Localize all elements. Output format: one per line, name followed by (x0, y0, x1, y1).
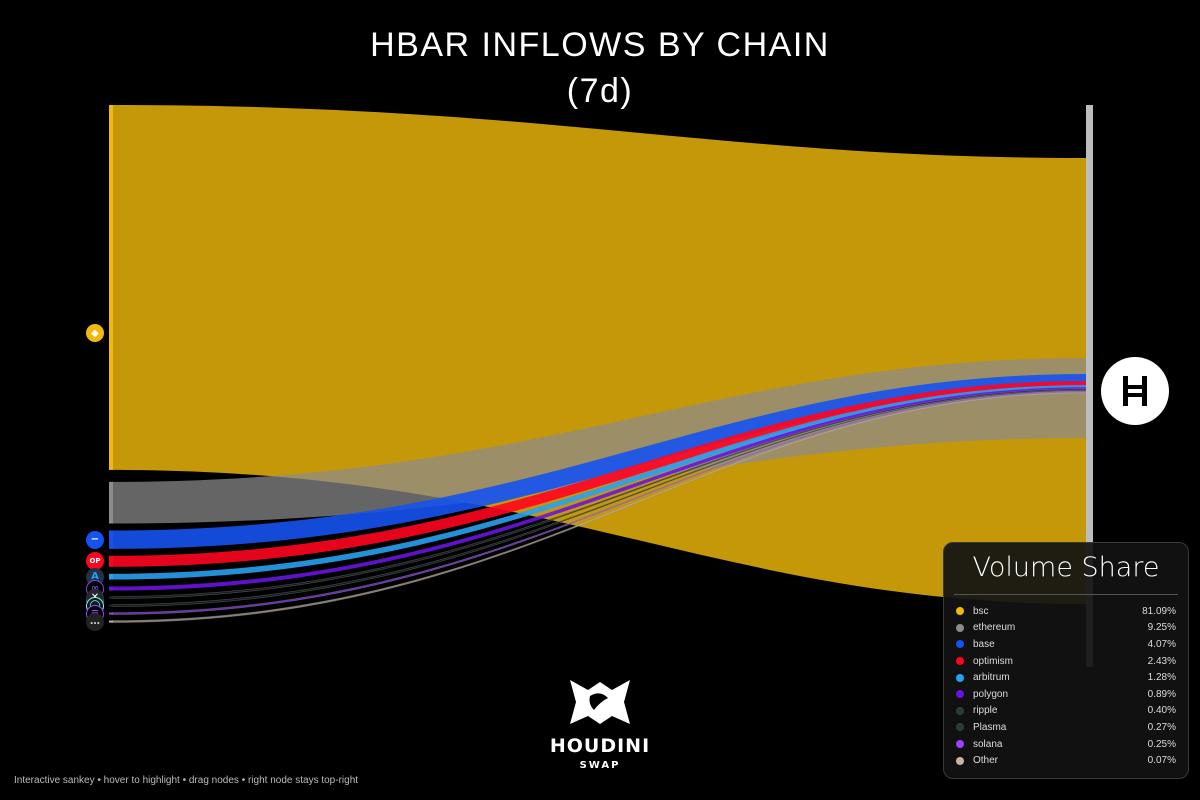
hbar-icon (1123, 376, 1147, 406)
volume-share-legend: Volume Share bsc 81.09% ethereum 9.25% base 4… (943, 542, 1189, 779)
legend-swatch (956, 706, 964, 715)
legend-label: ethereum (973, 622, 1016, 634)
legend-row: ethereum 9.25% (944, 620, 1188, 637)
legend-row: Plasma 0.27% (944, 719, 1188, 736)
node-base[interactable] (109, 530, 113, 549)
houdini-swap-logo: HOUDINI SWAP (548, 672, 652, 782)
node-plasma[interactable] (109, 604, 113, 607)
legend-row: Other 0.07% (944, 752, 1188, 769)
legend-label: solana (973, 738, 1003, 750)
legend-label: Other (973, 755, 999, 767)
legend-row: optimism 2.43% (944, 653, 1188, 670)
node-polygon[interactable] (109, 586, 113, 591)
legend-row: base 4.07% (944, 636, 1188, 653)
other-icon: … (86, 612, 104, 631)
legend-value: 4.07% (1147, 638, 1176, 650)
legend-swatch (956, 690, 964, 699)
hbar-node[interactable] (1101, 357, 1169, 425)
legend-value: 0.07% (1147, 755, 1176, 767)
chart-title: HBAR INFLOWS BY CHAIN (7d) (0, 22, 1200, 114)
legend-swatch (956, 623, 964, 632)
legend-row: ripple 0.40% (944, 703, 1188, 720)
node-solana[interactable] (109, 612, 113, 615)
chart-title-text: HBAR INFLOWS BY CHAIN (370, 26, 830, 64)
footer-note: Interactive sankey • hover to highlight … (14, 775, 359, 786)
legend-swatch (956, 723, 964, 732)
legend-label: arbitrum (973, 672, 1010, 684)
node-bsc[interactable] (109, 105, 113, 470)
legend-swatch (956, 673, 964, 682)
legend-value: 9.25% (1147, 622, 1176, 634)
legend-value: 81.09% (1142, 605, 1176, 617)
legend-label: base (973, 638, 995, 650)
legend-label: bsc (973, 605, 989, 617)
legend-row: solana 0.25% (944, 736, 1188, 753)
legend-value: 0.27% (1147, 721, 1176, 733)
legend-row: arbitrum 1.28% (944, 669, 1188, 686)
legend-row: bsc 81.09% (944, 603, 1188, 620)
legend-rows: bsc 81.09% ethereum 9.25% base 4.07% optimism 2… (944, 603, 1188, 769)
brand-name: HOUDINI (550, 735, 650, 757)
legend-label: polygon (973, 688, 1009, 700)
legend-swatch (956, 657, 964, 666)
base-icon: − (86, 530, 104, 549)
legend-row: polygon 0.89% (944, 686, 1188, 703)
node-other[interactable] (109, 620, 113, 623)
legend-value: 0.25% (1147, 738, 1176, 750)
legend-value: 0.40% (1147, 705, 1176, 717)
node-arbitrum[interactable] (109, 573, 113, 580)
node-optimism[interactable] (109, 555, 113, 567)
legend-value: 0.89% (1147, 688, 1176, 700)
chart-subtitle: (7d) (566, 72, 634, 110)
legend-divider (954, 594, 1178, 595)
legend-label: Plasma (973, 721, 1007, 733)
legend-swatch (956, 740, 964, 749)
legend-value: 2.43% (1147, 655, 1176, 667)
legend-swatch (956, 756, 964, 765)
legend-title: Volume Share (972, 552, 1160, 583)
legend-label: optimism (973, 655, 1014, 667)
legend-swatch (956, 607, 964, 616)
flow-base[interactable] (112, 374, 1086, 549)
brand-sub: SWAP (580, 760, 621, 771)
optimism-icon: OP (86, 552, 104, 571)
node-hbar[interactable] (1086, 105, 1093, 667)
node-ripple[interactable] (109, 596, 113, 599)
node-ethereum[interactable] (109, 481, 113, 524)
legend-label: ripple (973, 705, 998, 717)
legend-swatch (956, 640, 964, 649)
houdini-logo-icon: HOUDINI SWAP (550, 680, 650, 771)
bsc-icon: ◆ (86, 324, 104, 342)
legend-value: 1.28% (1147, 672, 1176, 684)
